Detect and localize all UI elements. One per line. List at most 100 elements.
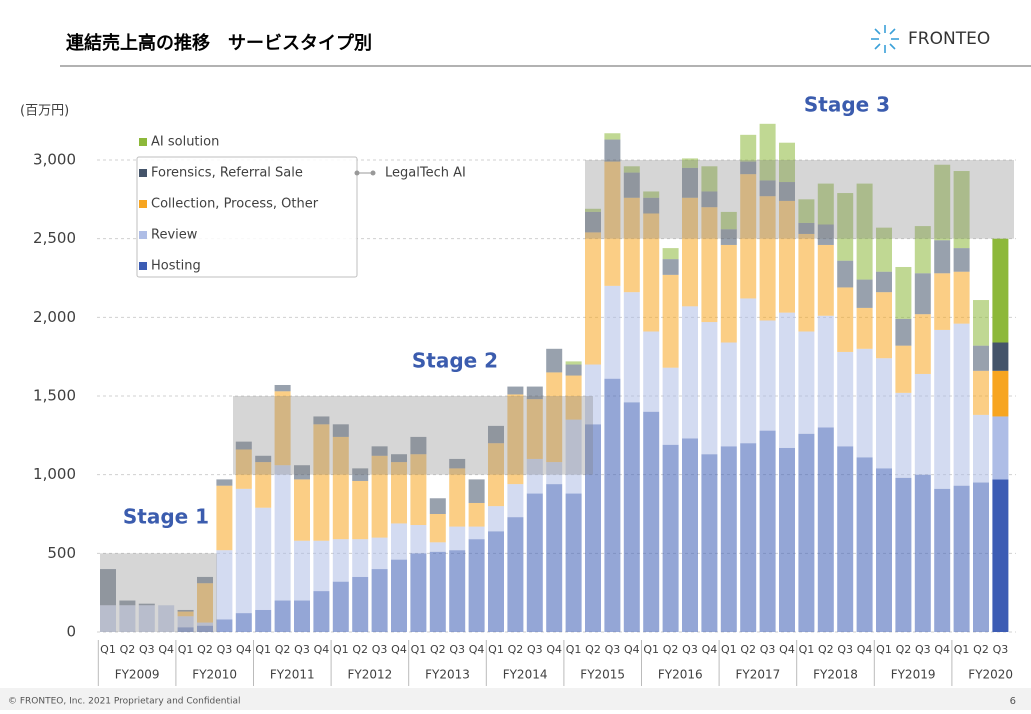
- bar-segment: [953, 271, 970, 324]
- bar-segment: [352, 539, 369, 577]
- bar-segment: [837, 446, 854, 632]
- bar-segment: [546, 372, 563, 463]
- bar-segment: [410, 525, 427, 554]
- bar-segment: [973, 370, 989, 415]
- x-tick-label: Q1: [876, 643, 892, 656]
- x-tick-label: Q1: [100, 643, 116, 656]
- stage-label: Stage 3: [804, 93, 890, 117]
- x-tick-label: Q4: [236, 643, 252, 656]
- x-tick-label: Q3: [294, 643, 310, 656]
- bar-segment: [332, 436, 349, 540]
- bar-segment: [701, 454, 718, 632]
- page-number: 6: [1010, 696, 1016, 707]
- bar-segment: [643, 331, 660, 412]
- bar-segment: [449, 458, 466, 469]
- x-tick-label: Q2: [508, 643, 524, 656]
- bar-segment: [585, 208, 601, 212]
- bar-segment: [177, 609, 194, 612]
- bar-segment: [526, 399, 543, 459]
- stage-box: [100, 553, 217, 632]
- bar-segment: [720, 211, 737, 230]
- bar-segment: [623, 292, 640, 403]
- bar-segment: [817, 427, 834, 632]
- bar-segment: [488, 443, 504, 507]
- bar-segment: [526, 458, 543, 494]
- bar-segment: [604, 139, 621, 162]
- legend-swatch: [139, 200, 147, 208]
- legend-label: Collection, Process, Other: [151, 197, 319, 212]
- bar-segment: [216, 619, 233, 632]
- stage-label: Stage 2: [412, 349, 498, 373]
- bar-segment: [817, 244, 834, 316]
- bar-segment: [429, 542, 446, 552]
- bar-segment: [468, 539, 485, 632]
- bar-segment: [837, 287, 854, 352]
- bar-segment: [352, 480, 369, 540]
- y-tick-label: 3,000: [33, 151, 76, 169]
- bar-segment: [662, 248, 679, 260]
- slide-title: 連結売上高の推移 サービスタイプ別: [66, 32, 372, 54]
- bar-segment: [973, 482, 989, 632]
- bar-segment: [565, 364, 582, 376]
- fiscal-year-label: FY2013: [425, 668, 470, 682]
- legend-label: Hosting: [151, 259, 201, 274]
- bar-segment: [216, 485, 233, 551]
- bar-segment: [876, 468, 892, 632]
- bar-segment: [779, 447, 795, 632]
- bar-segment: [759, 430, 776, 632]
- bar-segment: [138, 603, 155, 606]
- x-tick-label: Q4: [702, 643, 718, 656]
- bar-segment: [623, 172, 640, 198]
- bar-segment: [953, 171, 970, 249]
- x-tick-label: Q2: [585, 643, 601, 656]
- bar-segment: [138, 605, 155, 632]
- bar-segment: [274, 465, 291, 601]
- logo-text: FRONTEO: [908, 29, 990, 49]
- bar-segment: [585, 364, 601, 425]
- bar-segment: [740, 134, 757, 162]
- bar-segment: [585, 424, 601, 632]
- bar-segment: [992, 370, 1009, 417]
- x-tick-label: Q1: [333, 643, 349, 656]
- fiscal-year-label: FY2015: [580, 668, 625, 682]
- bar-segment: [449, 526, 466, 551]
- bar-segment: [255, 455, 272, 463]
- x-tick-label: Q3: [449, 643, 465, 656]
- x-tick-label: Q3: [837, 643, 853, 656]
- bar-segment: [274, 384, 291, 392]
- bar-segment: [235, 449, 252, 489]
- x-tick-label: Q3: [760, 643, 776, 656]
- bar-segment: [429, 551, 446, 632]
- bar-segment: [779, 200, 795, 313]
- bar-segment: [119, 605, 136, 632]
- fiscal-year-label: FY2016: [658, 668, 703, 682]
- bar-segment: [604, 133, 621, 140]
- bar-segment: [837, 351, 854, 447]
- fiscal-year-label: FY2018: [813, 668, 858, 682]
- bar-segment: [526, 493, 543, 632]
- bar-segment: [817, 224, 834, 245]
- bar-segment: [429, 498, 446, 514]
- bar-segment: [643, 411, 660, 632]
- bar-segment: [992, 479, 1009, 632]
- bar-segment: [798, 233, 815, 332]
- bar-segment: [759, 320, 776, 431]
- bar-segment: [623, 166, 640, 173]
- x-tick-label: Q4: [469, 643, 485, 656]
- bar-segment: [662, 259, 679, 275]
- bar-segment: [740, 174, 757, 299]
- bar-segment: [895, 266, 912, 319]
- bar-segment: [488, 531, 504, 632]
- bar-segment: [371, 569, 388, 632]
- bar-segment: [410, 553, 427, 632]
- bar-segment: [856, 183, 873, 280]
- bar-segment: [914, 314, 931, 374]
- bar-segment: [429, 514, 446, 543]
- x-tick-label: Q1: [954, 643, 970, 656]
- bar-segment: [740, 161, 757, 175]
- x-tick-label: Q3: [682, 643, 698, 656]
- bar-segment: [740, 298, 757, 444]
- bar-segment: [720, 446, 737, 632]
- bar-segment: [817, 183, 834, 225]
